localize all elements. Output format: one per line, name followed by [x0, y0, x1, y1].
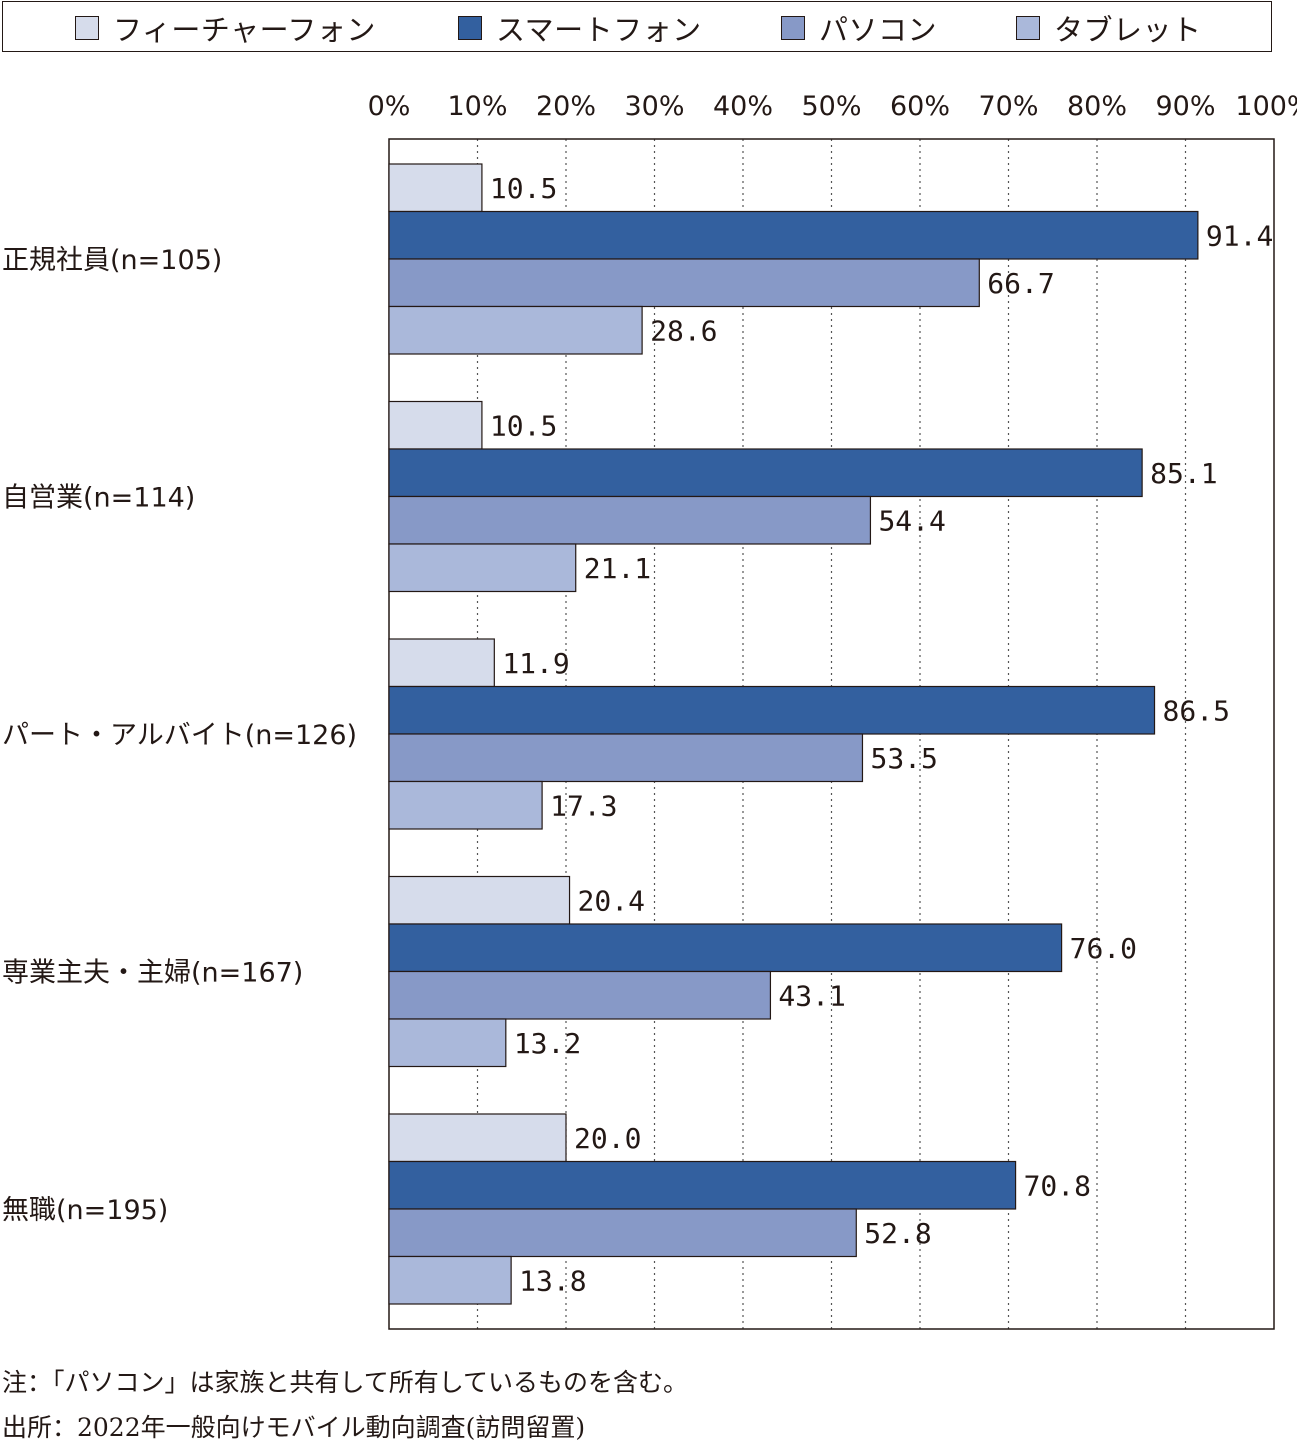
bar [388, 258, 980, 308]
value-label: 53.5 [870, 742, 937, 775]
category-label: 自営業(n=114) [2, 483, 195, 514]
legend-label: フィーチャーフォン [113, 12, 376, 47]
bar [388, 305, 643, 355]
legend-swatch [781, 15, 805, 40]
bar [388, 210, 1199, 260]
value-label: 91.4 [1206, 219, 1273, 252]
bar [388, 495, 872, 545]
x-tick-label: 60% [890, 91, 950, 122]
value-label: 17.3 [550, 789, 617, 822]
bar [388, 400, 483, 450]
value-label: 20.4 [578, 884, 645, 917]
value-label: 85.1 [1150, 457, 1217, 490]
bar [388, 685, 1156, 735]
value-label: 43.1 [778, 979, 845, 1012]
bar [388, 1018, 507, 1068]
value-label: 66.7 [987, 267, 1054, 300]
x-tick-label: 0% [368, 91, 411, 122]
value-label: 21.1 [584, 552, 651, 585]
category-label: 無職(n=195) [2, 1195, 168, 1226]
legend-swatch [1016, 15, 1040, 40]
x-tick-label: 100% [1235, 91, 1297, 122]
legend-item: タブレット [1016, 2, 1202, 53]
value-label: 20.0 [574, 1122, 641, 1155]
bar-chart: 0% 10% 20% 30% 40% 50% 60% 70% 80% 90% 100% 10.5 91.… [2, 91, 1297, 1330]
category-label: 正規社員(n=105) [2, 245, 222, 276]
x-tick-label: 90% [1155, 91, 1215, 122]
category-label: パート・アルバイト(n=126) [2, 720, 357, 751]
value-label: 10.5 [490, 409, 557, 442]
x-tick-label: 10% [447, 91, 507, 122]
legend-item: フィーチャーフォン [75, 2, 376, 53]
value-label: 76.0 [1070, 932, 1137, 965]
value-label: 13.2 [514, 1027, 581, 1060]
value-label: 70.8 [1024, 1169, 1091, 1202]
value-label: 54.4 [878, 504, 945, 537]
bar [388, 1255, 512, 1305]
legend-item: スマートフォン [458, 2, 702, 53]
category-label: 専業主夫・主婦(n=167) [2, 958, 303, 989]
x-tick-label: 40% [713, 91, 773, 122]
x-tick-label: 80% [1067, 91, 1127, 122]
value-label: 10.5 [490, 172, 557, 205]
legend-swatch [75, 15, 99, 40]
bar [388, 1208, 857, 1258]
value-label: 28.6 [650, 314, 717, 347]
legend-label: スマートフォン [496, 12, 702, 47]
x-tick-label: 30% [624, 91, 684, 122]
chart-note: 注：「パソコン」は家族と共有して所有しているものを含む。 [2, 1368, 689, 1397]
bar [388, 875, 571, 925]
legend-label: パソコン [819, 12, 938, 47]
x-tick-label: 70% [978, 91, 1038, 122]
bar [388, 970, 772, 1020]
legend-swatch [458, 15, 482, 40]
bar [388, 923, 1063, 973]
bar [388, 780, 543, 830]
value-label: 11.9 [502, 647, 569, 680]
value-label: 86.5 [1163, 694, 1230, 727]
value-label: 13.8 [519, 1264, 586, 1297]
bar [388, 638, 495, 688]
x-tick-label: 50% [801, 91, 861, 122]
value-label: 52.8 [864, 1217, 931, 1250]
bar [388, 1113, 567, 1163]
legend-item: パソコン [781, 2, 937, 53]
bar [388, 1160, 1017, 1210]
x-tick-label: 20% [536, 91, 596, 122]
bar [388, 448, 1143, 498]
legend-label: タブレット [1054, 12, 1202, 47]
bar [388, 543, 577, 593]
bar [388, 163, 483, 213]
chart-legend: フィーチャーフォン スマートフォン パソコン タブレット [2, 1, 1272, 52]
bar [388, 733, 864, 783]
chart-source: 出所：2022年一般向けモバイル動向調査(訪問留置) [2, 1413, 586, 1442]
